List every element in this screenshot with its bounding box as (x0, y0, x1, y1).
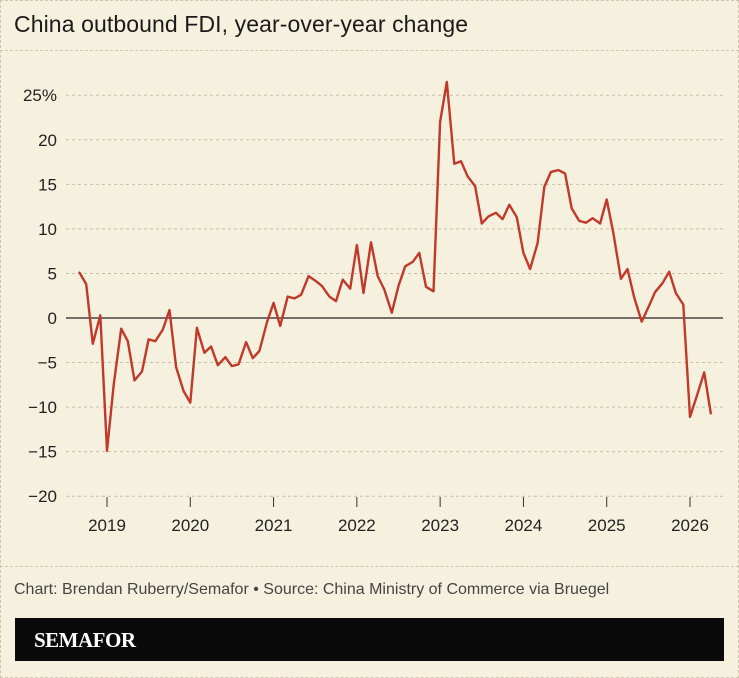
y-tick-label: −20 (28, 487, 57, 506)
x-tick-label: 2020 (171, 516, 209, 535)
x-tick-label: 2026 (671, 516, 709, 535)
y-tick-label: 10 (38, 220, 57, 239)
x-tick-label: 2025 (588, 516, 626, 535)
x-axis: 2019 2020 2021 2022 2023 2024 2025 2026 (88, 497, 709, 535)
y-tick-label: −10 (28, 398, 57, 417)
x-tick-label: 2022 (338, 516, 376, 535)
x-tick-label: 2021 (255, 516, 293, 535)
brand-bar: SEMAFOR (15, 618, 724, 661)
series-line (78, 80, 712, 452)
title-divider (0, 50, 739, 51)
footer-divider (0, 566, 739, 567)
brand-logo: SEMAFOR (34, 628, 136, 652)
y-tick-label: 25% (23, 86, 57, 105)
y-tick-label: 0 (48, 309, 57, 328)
y-tick-label: 5 (48, 264, 57, 283)
y-axis-labels: 25% 20 15 10 5 0 −5 −10 −15 −20 (23, 86, 57, 506)
gridlines (66, 94, 723, 497)
y-tick-label: −5 (38, 354, 57, 373)
chart-title: China outbound FDI, year-over-year chang… (14, 11, 469, 37)
x-tick-label: 2023 (421, 516, 459, 535)
y-tick-label: −15 (28, 443, 57, 462)
source-credit: Chart: Brendan Ruberry/Semafor • Source:… (14, 581, 610, 598)
y-tick-label: 20 (38, 131, 57, 150)
x-tick-label: 2019 (88, 516, 126, 535)
x-tick-label: 2024 (505, 516, 543, 535)
y-tick-label: 15 (38, 175, 57, 194)
